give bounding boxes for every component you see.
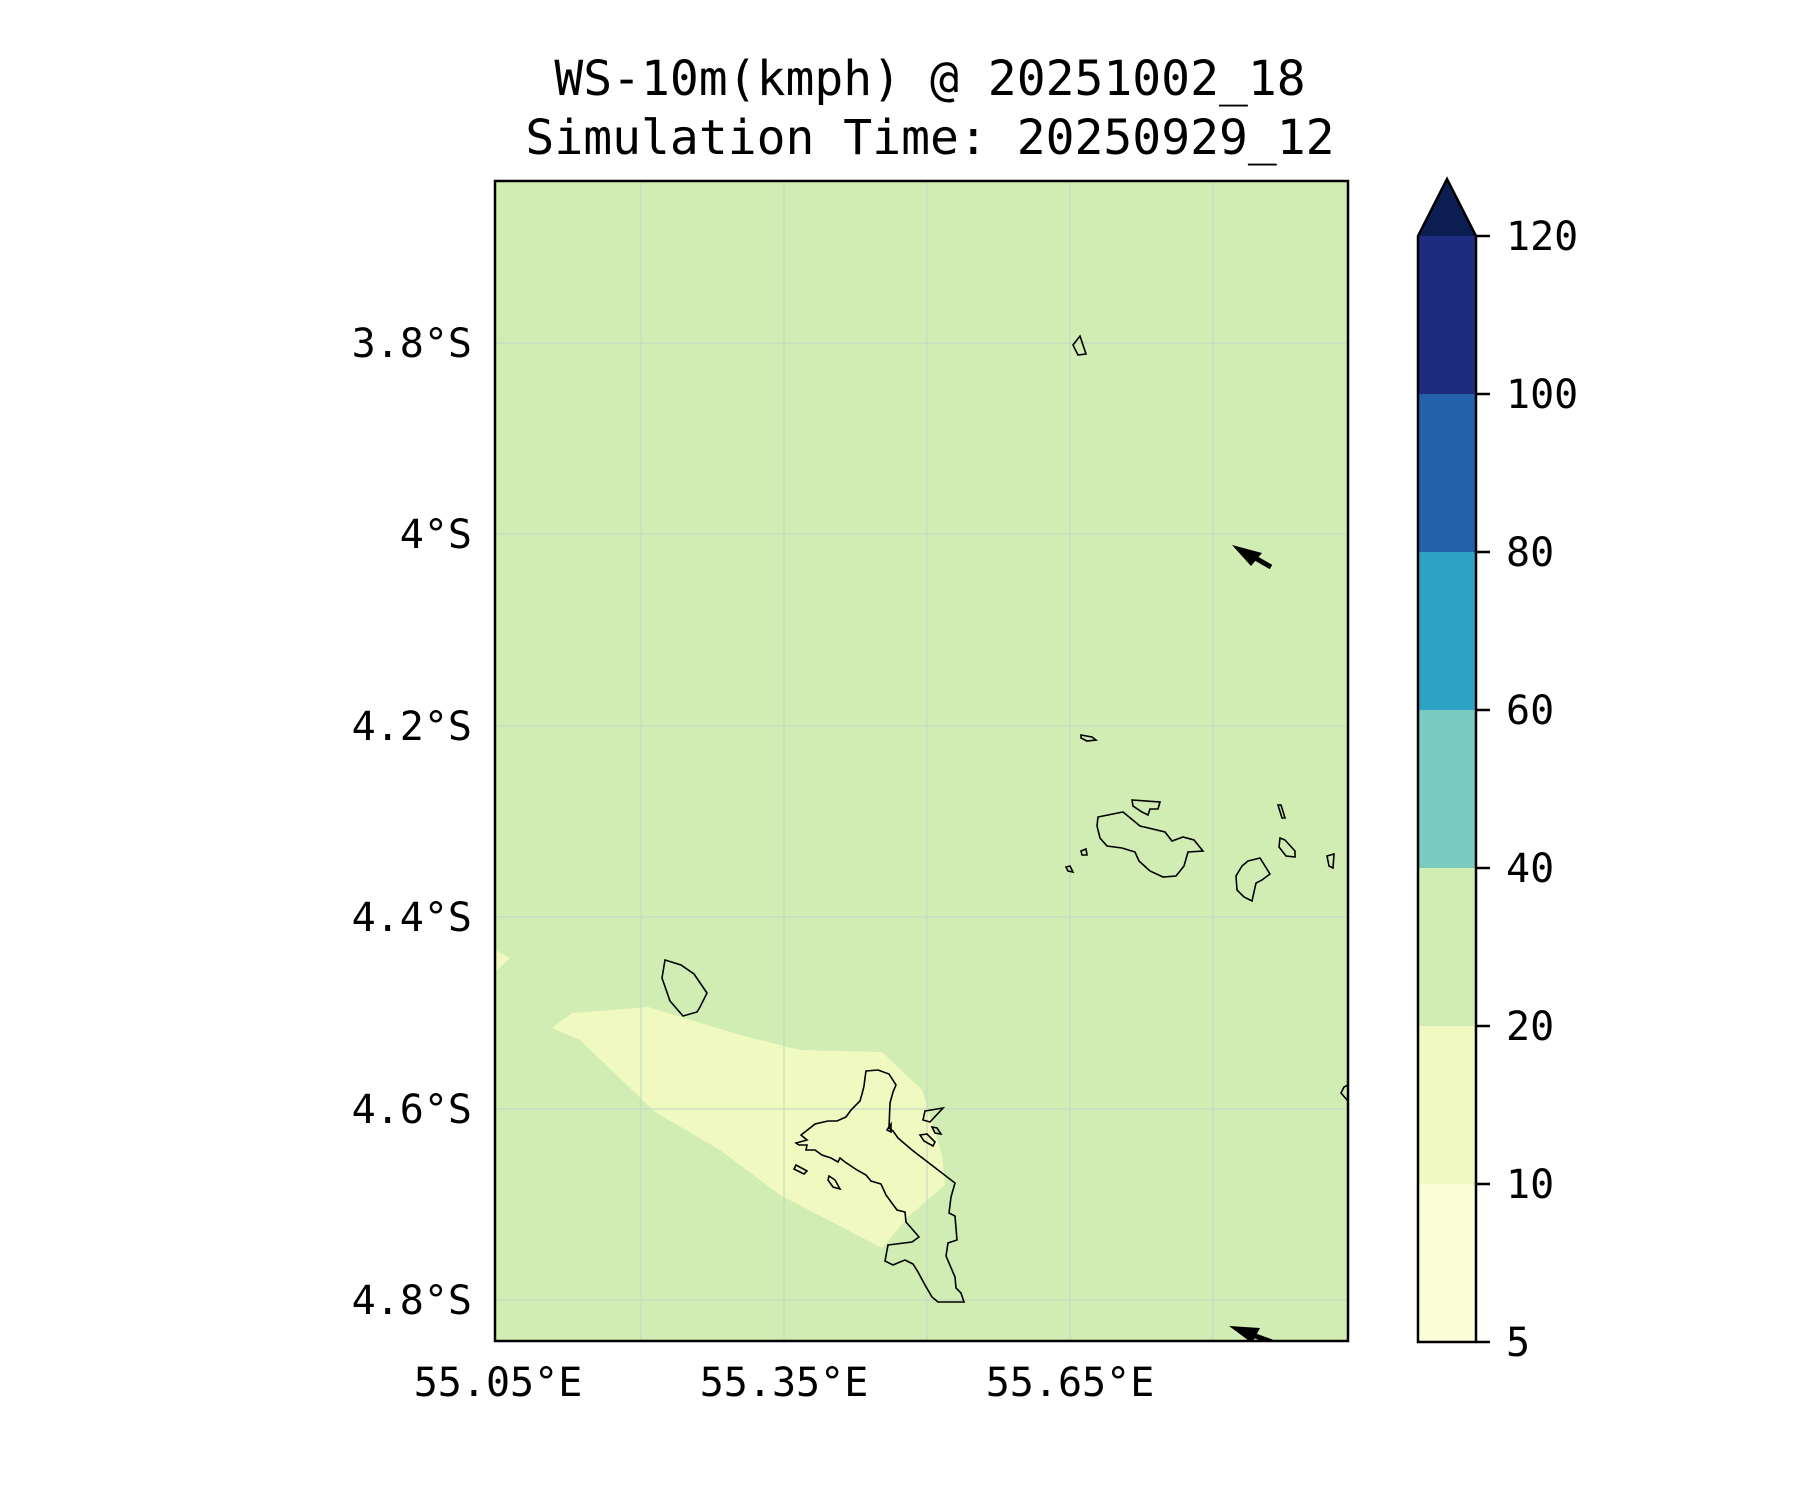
wind-speed-10-20-fill-edge xyxy=(495,950,510,972)
colorbar-bands xyxy=(1418,236,1476,1342)
colorbar-ticks xyxy=(1476,234,1490,1344)
wind-speed-10-20-fill xyxy=(552,1007,945,1248)
lon-tick-label: 55.65°E xyxy=(986,1360,1155,1406)
colorbar-band xyxy=(1418,552,1476,710)
island-felicite xyxy=(1278,836,1296,858)
longitude-axis: 55.05°E 55.35°E 55.65°E xyxy=(414,1360,1155,1406)
islet-8 xyxy=(930,1125,943,1136)
colorbar-tick-labels: 5 10 20 40 60 80 100 120 xyxy=(1506,214,1578,1366)
colorbar-tick-label: 100 xyxy=(1506,372,1578,418)
colorbar-tick-label: 80 xyxy=(1506,530,1554,576)
colorbar-tick-label: 40 xyxy=(1506,846,1554,892)
colorbar-band xyxy=(1418,236,1476,394)
island-denis-islet xyxy=(1080,734,1099,742)
lat-tick-label: 3.8°S xyxy=(352,321,472,367)
islet-6 xyxy=(885,1121,892,1134)
colorbar-band xyxy=(1418,394,1476,552)
map-title-line-2: Simulation Time: 20250929_12 xyxy=(525,110,1335,166)
lat-tick-label: 4.2°S xyxy=(352,704,472,750)
map-frame xyxy=(493,179,1350,1343)
latitude-axis: 3.8°S 4°S 4.2°S 4.4°S 4.6°S 4.8°S xyxy=(352,321,472,1324)
map-title-line-1: WS-10m(kmph) @ 20251002_18 xyxy=(554,51,1306,107)
wind-vector-arrowhead xyxy=(1229,1326,1260,1341)
colorbar-band xyxy=(1418,868,1476,1026)
lat-tick-label: 4°S xyxy=(400,512,472,558)
islet-10 xyxy=(827,1174,842,1191)
wind-vector-arrowhead xyxy=(1232,545,1262,566)
islet-4 xyxy=(1326,852,1335,870)
colorbar-extend-arrow xyxy=(1418,179,1476,236)
island-silhouette xyxy=(661,958,708,1017)
islet-1 xyxy=(1080,847,1088,856)
lat-tick-label: 4.6°S xyxy=(352,1087,472,1133)
colorbar: 5 10 20 40 60 80 100 120 xyxy=(1416,176,1578,1366)
colorbar-band xyxy=(1418,710,1476,868)
gridlines xyxy=(495,181,1348,1341)
colorbar-band xyxy=(1418,1184,1476,1342)
colorbar-tick-label: 10 xyxy=(1506,1162,1554,1208)
islet-5 xyxy=(1340,1084,1348,1103)
wind-vectors xyxy=(1229,545,1273,1341)
island-bird xyxy=(1072,334,1088,356)
island-la-digue xyxy=(1235,857,1272,903)
lon-tick-label: 55.35°E xyxy=(700,1360,869,1406)
colorbar-frame xyxy=(1416,176,1478,1344)
island-praslin xyxy=(1096,811,1205,878)
island-ste-anne xyxy=(922,1106,946,1123)
colorbar-tick-label: 5 xyxy=(1506,1320,1530,1366)
lon-tick-label: 55.05°E xyxy=(414,1360,583,1406)
colorbar-band xyxy=(1418,1026,1476,1184)
lat-tick-label: 4.4°S xyxy=(352,895,472,941)
island-mahe xyxy=(794,1069,966,1303)
colorbar-tick-label: 20 xyxy=(1506,1004,1554,1050)
colorbar-tick-label: 120 xyxy=(1506,214,1578,260)
islet-3 xyxy=(1276,804,1287,819)
islet-2 xyxy=(1064,865,1075,874)
island-curieuse xyxy=(1131,799,1162,817)
islet-9 xyxy=(792,1163,809,1175)
colorbar-tick-label: 60 xyxy=(1506,688,1554,734)
map-panel xyxy=(495,181,1348,1341)
coastlines xyxy=(661,334,1348,1303)
islet-7 xyxy=(918,1133,936,1148)
lat-tick-label: 4.8°S xyxy=(352,1278,472,1324)
